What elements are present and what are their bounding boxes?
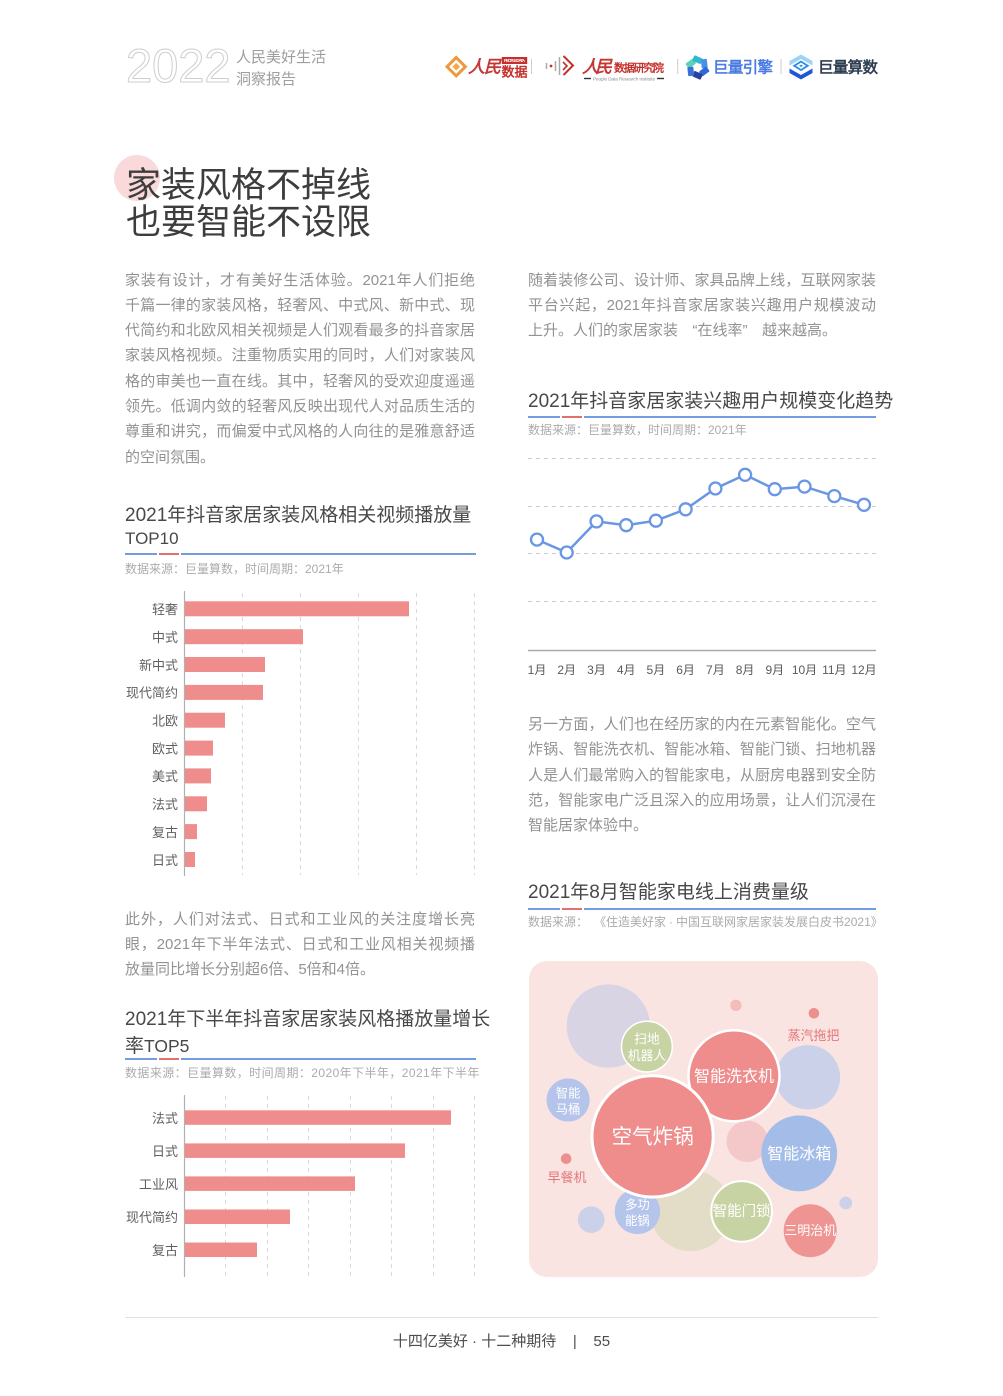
svg-text:新中式: 新中式 — [139, 658, 178, 673]
svg-text:能锅: 能锅 — [625, 1213, 650, 1228]
svg-text:智能冰箱: 智能冰箱 — [767, 1145, 831, 1163]
svg-text:人民: 人民 — [468, 58, 502, 77]
svg-text:巨量算数: 巨量算数 — [818, 58, 878, 77]
svg-text:中式: 中式 — [152, 630, 178, 645]
svg-text:巨量引擎: 巨量引擎 — [713, 58, 773, 77]
svg-text:人民: 人民 — [582, 58, 613, 77]
svg-text:1月: 1月 — [528, 663, 547, 677]
svg-text:数据研究院: 数据研究院 — [614, 61, 664, 75]
svg-text:6月: 6月 — [676, 663, 695, 677]
svg-text:8月: 8月 — [736, 663, 755, 677]
svg-text:轻奢: 轻奢 — [152, 602, 178, 617]
svg-text:蒸汽拖把: 蒸汽拖把 — [787, 1028, 839, 1043]
svg-text:法式: 法式 — [152, 1111, 178, 1126]
svg-text:7月: 7月 — [706, 663, 725, 677]
svg-text:智能: 智能 — [556, 1086, 581, 1101]
svg-text:早餐机: 早餐机 — [547, 1170, 586, 1185]
svg-text:多功: 多功 — [625, 1198, 650, 1212]
svg-text:扫地: 扫地 — [634, 1032, 660, 1047]
svg-text:现代简约: 现代简约 — [126, 1210, 178, 1225]
svg-text:数据: 数据 — [502, 65, 528, 80]
svg-text:工业风: 工业风 — [139, 1177, 178, 1192]
svg-text:北欧: 北欧 — [152, 714, 178, 729]
svg-text:日式: 日式 — [152, 1144, 178, 1159]
svg-text:3月: 3月 — [587, 663, 606, 677]
svg-text:智能洗衣机: 智能洗衣机 — [694, 1068, 774, 1086]
svg-text:12月: 12月 — [851, 663, 876, 677]
svg-text:智能门锁: 智能门锁 — [713, 1203, 771, 1220]
svg-text:4月: 4月 — [617, 663, 636, 677]
svg-text:11月: 11月 — [822, 663, 846, 677]
svg-text:三明治机: 三明治机 — [784, 1223, 836, 1238]
svg-text:美式: 美式 — [152, 769, 178, 784]
svg-text:马桶: 马桶 — [556, 1102, 581, 1117]
svg-text:现代简约: 现代简约 — [126, 686, 178, 701]
svg-text:5月: 5月 — [647, 663, 666, 677]
svg-text:复古: 复古 — [152, 825, 178, 840]
svg-text:机器人: 机器人 — [628, 1048, 667, 1063]
svg-text:PEOPLE DATA: PEOPLE DATA — [504, 58, 526, 63]
svg-text:欧式: 欧式 — [152, 741, 178, 756]
svg-text:2月: 2月 — [557, 663, 576, 677]
svg-text:空气炸锅: 空气炸锅 — [612, 1126, 694, 1149]
svg-text:复古: 复古 — [152, 1243, 178, 1258]
svg-text:日式: 日式 — [152, 853, 178, 868]
svg-text:People Data Research Institute: People Data Research Institute — [593, 76, 655, 81]
svg-text:法式: 法式 — [152, 797, 178, 812]
svg-text:9月: 9月 — [765, 663, 784, 677]
svg-text:10月: 10月 — [792, 663, 817, 677]
